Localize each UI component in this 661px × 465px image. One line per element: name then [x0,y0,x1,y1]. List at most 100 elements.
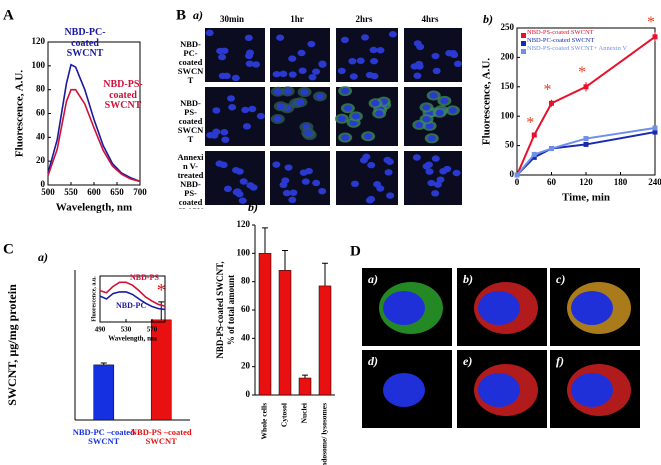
point [514,172,520,178]
series-line [47,88,141,183]
nucleus [252,61,261,68]
annotation: * [157,280,166,300]
sub-label: a) [38,250,48,264]
nucleus [362,153,371,160]
x-tick-label: Whole cells [260,403,269,440]
y-tick-label: 80 [36,84,46,94]
nucleus [218,72,227,80]
point [583,141,589,147]
nucleus [429,92,438,99]
nucleus [386,192,395,199]
nucleus [383,291,425,325]
nucleus [425,122,434,130]
point [652,34,658,40]
nucleus [571,373,613,407]
nucleus [356,57,365,64]
y-tick-label: 40 [36,131,46,141]
nucleus [228,104,237,111]
image-label: e) [463,354,472,368]
nucleus [376,47,385,54]
series-line [99,291,166,311]
nucleus [440,97,449,105]
x-tick-label: 570 [147,326,158,334]
nucleus [436,176,445,183]
nucleus [432,67,441,75]
point [531,154,537,160]
x-tick-label: Cytosol [280,403,289,427]
nucleus [288,196,297,204]
nucleus [422,104,431,111]
nucleus [304,167,313,175]
nucleus [343,105,352,112]
x-tick-label: 490 [95,326,106,334]
y-tick-label: 100 [237,247,251,257]
y-tick-label: 200 [501,51,515,61]
nucleus [238,197,247,204]
nucleus [315,93,324,100]
sub-label: b) [248,200,258,214]
nucleus [385,158,394,165]
nucleus [212,107,221,114]
point [583,136,589,142]
x-tick-label: 60 [547,177,557,187]
nucleus [384,169,393,176]
nucleus [283,88,292,95]
nucleus [282,189,291,197]
nucleus [235,168,244,175]
series-label-box: NBD-PS [130,274,159,282]
nucleus [367,161,376,169]
x-tick-label: 500 [41,187,55,197]
nucleus [340,36,349,44]
nucleus [231,74,240,82]
nucleus [272,161,281,168]
nucleus [448,107,457,114]
panel-letter: B [176,7,186,23]
point [549,100,554,106]
series-label: NBD-PC-coated SWCNT [64,28,106,59]
nucleus [284,164,293,171]
x-tick-label: 700 [133,187,147,197]
error-bar [302,374,308,378]
x-axis-label: Time, min [562,192,610,204]
image-label: a) [368,272,378,286]
y-tick-label: 120 [32,36,46,46]
y-tick-label: 100 [32,60,46,70]
image-label: f) [556,354,564,368]
legend-swatch [521,33,526,38]
nucleus [296,99,305,106]
column-label: 30min [220,14,244,24]
nucleus [453,60,462,68]
nucleus [297,49,306,57]
row-label: NBD-PC-coated SWCNT [177,40,204,85]
legend-label: NBD-PC-coated SWCNT [527,38,595,44]
y-tick-label: 0 [41,179,46,189]
nucleus [388,31,397,38]
y-tick-label: 100 [501,110,515,120]
point [531,132,537,138]
nucleus [431,52,440,60]
nucleus [370,72,379,80]
nucleus [221,136,230,143]
nucleus [351,113,360,120]
nucleus [276,103,285,110]
series-label: NBD-PS [130,274,159,282]
point [652,125,658,131]
nucleus [318,60,327,67]
series-label: NBD-PS-coated SWCNT [103,80,143,111]
y-tick-label: 50 [505,140,515,150]
image-label: c) [556,272,565,286]
nucleus [318,188,327,195]
nucleus [415,121,424,129]
point [583,84,589,90]
nucleus [422,163,431,170]
nucleus [244,34,253,42]
legend-label-box: NBD-PS-coated SWCNT+ Annexin V [527,46,627,52]
y-axis-label: % of total amount [226,275,236,345]
nucleus [337,67,346,75]
micrograph [205,151,265,205]
error-bar [100,362,107,365]
y-tick-label: 40 [241,332,251,342]
micrograph [270,151,330,205]
legend-swatch [521,41,526,46]
y-axis-label: Fluorescence, A.U. [14,70,26,157]
